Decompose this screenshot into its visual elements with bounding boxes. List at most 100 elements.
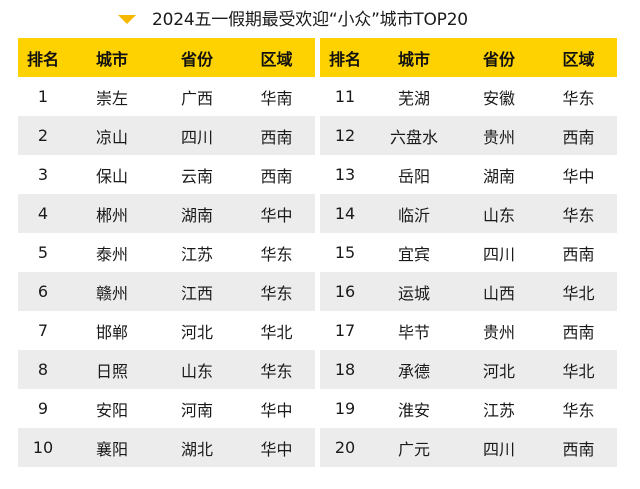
table-row: 14 临沂 山东 华东 — [320, 194, 617, 233]
city-cell: 广元 — [370, 428, 458, 467]
table-row: 16 运城 山西 华北 — [320, 272, 617, 311]
region-cell: 华南 — [238, 77, 315, 116]
rank-cell: 7 — [18, 311, 68, 350]
province-cell: 贵州 — [458, 311, 540, 350]
page-title: 2024五一假期最受欢迎“小众”城市TOP20 — [152, 10, 468, 30]
rank-cell: 13 — [320, 155, 370, 194]
province-cell: 湖北 — [156, 428, 238, 467]
header-region: 区域 — [238, 38, 315, 77]
region-cell: 华北 — [540, 272, 617, 311]
table-row: 3 保山 云南 西南 — [18, 155, 315, 194]
city-cell: 凉山 — [68, 116, 156, 155]
region-cell: 西南 — [540, 428, 617, 467]
city-cell: 泰州 — [68, 233, 156, 272]
rank-cell: 8 — [18, 350, 68, 389]
city-cell: 岳阳 — [370, 155, 458, 194]
city-cell: 运城 — [370, 272, 458, 311]
city-cell: 郴州 — [68, 194, 156, 233]
region-cell: 华东 — [540, 77, 617, 116]
province-cell: 河北 — [156, 311, 238, 350]
region-cell: 西南 — [238, 116, 315, 155]
ranking-table-right: 排名 城市 省份 区域 11 芜湖 安徽 华东 12 六盘水 贵州 西南 13 … — [320, 38, 617, 467]
table-row: 12 六盘水 贵州 西南 — [320, 116, 617, 155]
header-rank: 排名 — [320, 38, 370, 77]
province-cell: 湖南 — [458, 155, 540, 194]
region-cell: 华东 — [238, 350, 315, 389]
header-city: 城市 — [68, 38, 156, 77]
province-cell: 安徽 — [458, 77, 540, 116]
province-cell: 四川 — [458, 428, 540, 467]
table-row: 20 广元 四川 西南 — [320, 428, 617, 467]
table-row: 15 宜宾 四川 西南 — [320, 233, 617, 272]
header-city: 城市 — [370, 38, 458, 77]
rank-cell: 15 — [320, 233, 370, 272]
province-cell: 山西 — [458, 272, 540, 311]
province-cell: 湖南 — [156, 194, 238, 233]
city-cell: 日照 — [68, 350, 156, 389]
province-cell: 广西 — [156, 77, 238, 116]
region-cell: 华中 — [238, 194, 315, 233]
province-cell: 山东 — [156, 350, 238, 389]
ranking-table-left: 排名 城市 省份 区域 1 崇左 广西 华南 2 凉山 四川 西南 3 保山 云… — [18, 38, 315, 467]
rank-cell: 1 — [18, 77, 68, 116]
region-cell: 华北 — [540, 350, 617, 389]
city-cell: 宜宾 — [370, 233, 458, 272]
region-cell: 华东 — [540, 389, 617, 428]
rank-cell: 10 — [18, 428, 68, 467]
province-cell: 江苏 — [458, 389, 540, 428]
region-cell: 华中 — [540, 155, 617, 194]
table-row: 17 毕节 贵州 西南 — [320, 311, 617, 350]
region-cell: 华中 — [238, 428, 315, 467]
city-cell: 邯郸 — [68, 311, 156, 350]
table-row: 8 日照 山东 华东 — [18, 350, 315, 389]
region-cell: 华东 — [238, 272, 315, 311]
region-cell: 华东 — [238, 233, 315, 272]
province-cell: 山东 — [458, 194, 540, 233]
rank-cell: 12 — [320, 116, 370, 155]
table-row: 5 泰州 江苏 华东 — [18, 233, 315, 272]
city-cell: 六盘水 — [370, 116, 458, 155]
table-header-row: 排名 城市 省份 区域 — [320, 38, 617, 77]
region-cell: 西南 — [540, 311, 617, 350]
rank-cell: 11 — [320, 77, 370, 116]
table-row: 4 郴州 湖南 华中 — [18, 194, 315, 233]
region-cell: 华中 — [238, 389, 315, 428]
province-cell: 江西 — [156, 272, 238, 311]
city-cell: 淮安 — [370, 389, 458, 428]
province-cell: 四川 — [458, 233, 540, 272]
rank-cell: 17 — [320, 311, 370, 350]
region-cell: 华东 — [540, 194, 617, 233]
region-cell: 西南 — [540, 233, 617, 272]
table-row: 6 赣州 江西 华东 — [18, 272, 315, 311]
header-province: 省份 — [156, 38, 238, 77]
table-row: 9 安阳 河南 华中 — [18, 389, 315, 428]
rank-cell: 6 — [18, 272, 68, 311]
table-row: 18 承德 河北 华北 — [320, 350, 617, 389]
header-region: 区域 — [540, 38, 617, 77]
city-cell: 安阳 — [68, 389, 156, 428]
city-cell: 承德 — [370, 350, 458, 389]
rank-cell: 4 — [18, 194, 68, 233]
province-cell: 四川 — [156, 116, 238, 155]
table-row: 1 崇左 广西 华南 — [18, 77, 315, 116]
province-cell: 河北 — [458, 350, 540, 389]
table-row: 10 襄阳 湖北 华中 — [18, 428, 315, 467]
rank-cell: 20 — [320, 428, 370, 467]
rank-cell: 16 — [320, 272, 370, 311]
table-header-row: 排名 城市 省份 区域 — [18, 38, 315, 77]
table-row: 2 凉山 四川 西南 — [18, 116, 315, 155]
rank-cell: 2 — [18, 116, 68, 155]
province-cell: 云南 — [156, 155, 238, 194]
table-row: 19 淮安 江苏 华东 — [320, 389, 617, 428]
rank-cell: 3 — [18, 155, 68, 194]
city-cell: 襄阳 — [68, 428, 156, 467]
region-cell: 西南 — [238, 155, 315, 194]
table-row: 7 邯郸 河北 华北 — [18, 311, 315, 350]
title-bar: 2024五一假期最受欢迎“小众”城市TOP20 — [0, 4, 640, 34]
region-cell: 西南 — [540, 116, 617, 155]
table-row: 13 岳阳 湖南 华中 — [320, 155, 617, 194]
province-cell: 河南 — [156, 389, 238, 428]
city-cell: 芜湖 — [370, 77, 458, 116]
province-cell: 贵州 — [458, 116, 540, 155]
rank-cell: 9 — [18, 389, 68, 428]
